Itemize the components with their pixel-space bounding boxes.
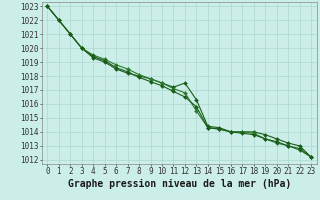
X-axis label: Graphe pression niveau de la mer (hPa): Graphe pression niveau de la mer (hPa) [68,179,291,189]
